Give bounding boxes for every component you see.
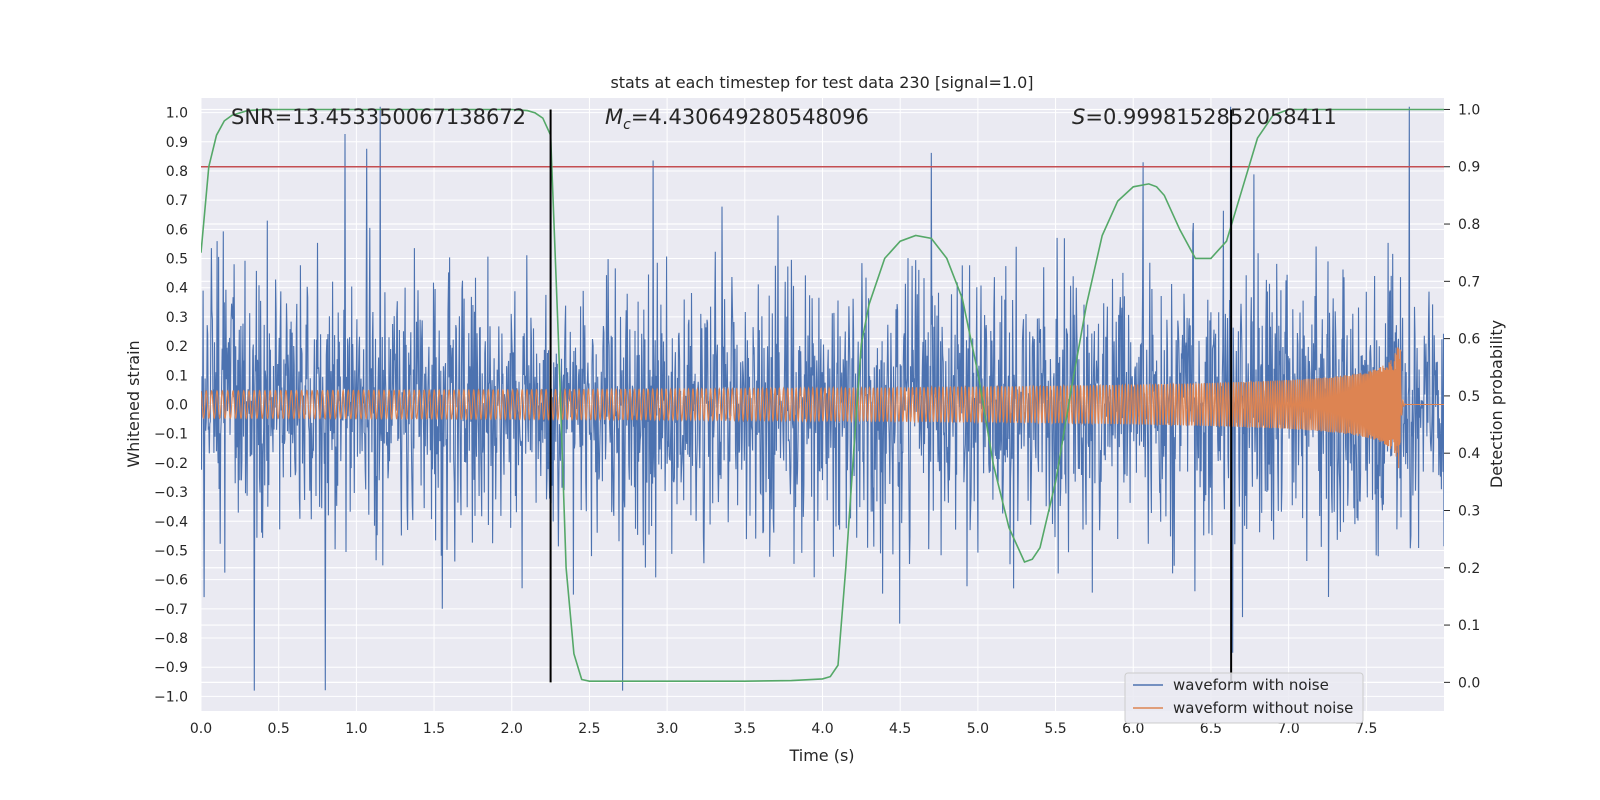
y-tick-label: 0.5: [166, 252, 188, 268]
y2-axis-ticks: 1.0 0.9 0.8 0.7 0.6 0.5 0.4 0.3 0.2 0.1 0.0: [1444, 102, 1480, 691]
y-tick-label: 0.3: [166, 310, 188, 326]
x-tick-label: 5.5: [1044, 721, 1066, 737]
chirp-mass-annotation: Mc=4.430649280548096: [605, 105, 869, 133]
y-tick-label: 0.6: [166, 222, 188, 238]
y-tick-label: 1.0: [166, 106, 188, 122]
y-tick-label: −0.1: [154, 427, 188, 443]
chart-title: stats at each timestep for test data 230…: [610, 73, 1033, 92]
x-tick-label: 2.0: [501, 721, 523, 737]
y-tick-label: 0.8: [166, 164, 188, 180]
y-axis-label: Whitened strain: [124, 340, 143, 467]
y-axis-ticks: 1.0 0.9 0.8 0.7 0.6 0.5 0.4 0.3 0.2 0.1 0.0 −0.1 −0.…: [154, 106, 188, 706]
x-tick-label: 4.0: [811, 721, 833, 737]
mc-value: =4.430649280548096: [631, 105, 869, 129]
y2-tick-label: 0.4: [1458, 446, 1480, 462]
y2-tick-label: 0.8: [1458, 217, 1480, 233]
y2-tick-label: 0.9: [1458, 160, 1480, 176]
mc-subscript: c: [623, 117, 631, 133]
x-tick-label: 1.0: [345, 721, 367, 737]
y2-tick-label: 0.2: [1458, 561, 1480, 577]
x-tick-label: 0.0: [190, 721, 212, 737]
y-tick-label: −0.2: [154, 456, 188, 472]
series-waveform-without-noise: [201, 347, 1444, 469]
s-annotation: S=0.9998152852058411: [1072, 105, 1337, 129]
y-tick-label: 0.0: [166, 398, 188, 414]
y-tick-label: −0.4: [154, 514, 188, 530]
x-axis-ticks: 0.0 0.5 1.0 1.5 2.0 2.5 3.0 3.5 4.0 4.5 5.0 5.5 6.0 6…: [190, 721, 1378, 737]
y-tick-label: −0.5: [154, 543, 188, 559]
y2-tick-label: 1.0: [1458, 102, 1480, 118]
y-tick-label: −1.0: [154, 689, 188, 705]
x-tick-label: 4.5: [889, 721, 911, 737]
x-tick-label: 0.5: [268, 721, 290, 737]
s-value: =0.9998152852058411: [1085, 105, 1336, 129]
y-tick-label: −0.9: [154, 660, 188, 676]
x-tick-label: 6.0: [1122, 721, 1144, 737]
legend: waveform with noise waveform without noi…: [1124, 672, 1364, 724]
x-tick-label: 2.5: [578, 721, 600, 737]
x-tick-label: 7.5: [1355, 721, 1377, 737]
x-tick-label: 1.5: [423, 721, 445, 737]
y-tick-label: −0.8: [154, 631, 188, 647]
x-tick-label: 7.0: [1277, 721, 1299, 737]
y2-axis-label: Detection probability: [1487, 320, 1506, 488]
x-tick-label: 5.0: [967, 721, 989, 737]
snr-annotation: SNR=13.453350067138672: [231, 105, 526, 129]
y-tick-label: 0.2: [166, 339, 188, 355]
y-tick-label: 0.1: [166, 368, 188, 384]
legend-box: [1124, 672, 1364, 724]
y2-tick-label: 0.7: [1458, 274, 1480, 290]
x-axis-label: Time (s): [788, 746, 854, 765]
mc-symbol: M: [605, 105, 623, 129]
y-tick-label: 0.9: [166, 135, 188, 151]
y2-tick-label: 0.0: [1458, 675, 1480, 691]
x-tick-label: 3.0: [656, 721, 678, 737]
y-tick-label: −0.3: [154, 485, 188, 501]
legend-label-noise: waveform with noise: [1173, 676, 1329, 694]
y2-tick-label: 0.1: [1458, 618, 1480, 634]
x-tick-label: 6.5: [1200, 721, 1222, 737]
x-tick-label: 3.5: [734, 721, 756, 737]
s-symbol: S: [1072, 105, 1085, 129]
legend-label-clean: waveform without noise: [1173, 699, 1353, 717]
y2-tick-label: 0.3: [1458, 503, 1480, 519]
y2-tick-label: 0.5: [1458, 389, 1480, 405]
vertical-markers: [549, 109, 1233, 683]
y-tick-label: −0.6: [154, 573, 188, 589]
series-detection-probability: [201, 108, 1444, 682]
y2-tick-label: 0.6: [1458, 332, 1480, 348]
y-tick-label: −0.7: [154, 602, 188, 618]
y-tick-label: 0.7: [166, 193, 188, 209]
y-tick-label: 0.4: [166, 281, 188, 297]
